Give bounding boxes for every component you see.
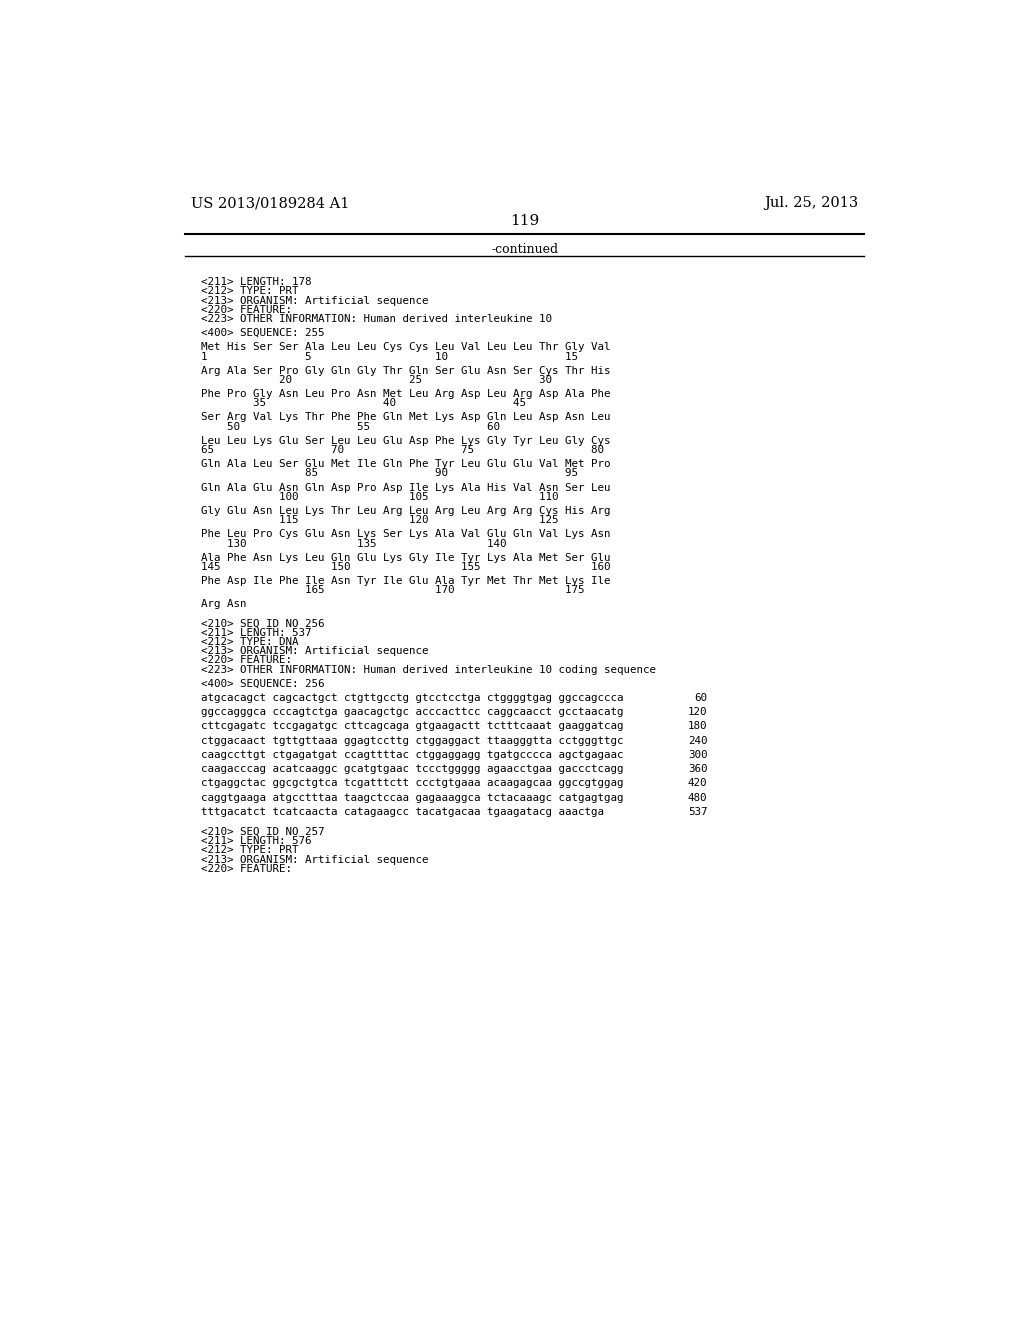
Text: 360: 360 — [688, 764, 708, 774]
Text: 180: 180 — [688, 722, 708, 731]
Text: Ala Phe Asn Lys Leu Gln Glu Lys Gly Ile Tyr Lys Ala Met Ser Glu: Ala Phe Asn Lys Leu Gln Glu Lys Gly Ile … — [201, 553, 610, 562]
Text: <213> ORGANISM: Artificial sequence: <213> ORGANISM: Artificial sequence — [201, 854, 428, 865]
Text: Gly Glu Asn Leu Lys Thr Leu Arg Leu Arg Leu Arg Arg Cys His Arg: Gly Glu Asn Leu Lys Thr Leu Arg Leu Arg … — [201, 506, 610, 516]
Text: <211> LENGTH: 178: <211> LENGTH: 178 — [201, 277, 311, 288]
Text: US 2013/0189284 A1: US 2013/0189284 A1 — [191, 195, 350, 210]
Text: ctgaggctac ggcgctgtca tcgatttctt ccctgtgaaa acaagagcaa ggccgtggag: ctgaggctac ggcgctgtca tcgatttctt ccctgtg… — [201, 779, 624, 788]
Text: 35                  40                  45: 35 40 45 — [201, 399, 526, 408]
Text: 145                 150                 155                 160: 145 150 155 160 — [201, 562, 610, 572]
Text: cttcgagatc tccgagatgc cttcagcaga gtgaagactt tctttcaaat gaaggatcag: cttcgagatc tccgagatgc cttcagcaga gtgaaga… — [201, 722, 624, 731]
Text: Gln Ala Leu Ser Glu Met Ile Gln Phe Tyr Leu Glu Glu Val Met Pro: Gln Ala Leu Ser Glu Met Ile Gln Phe Tyr … — [201, 459, 610, 469]
Text: 300: 300 — [688, 750, 708, 760]
Text: <212> TYPE: PRT: <212> TYPE: PRT — [201, 286, 299, 297]
Text: 537: 537 — [688, 807, 708, 817]
Text: 65                  70                  75                  80: 65 70 75 80 — [201, 445, 604, 455]
Text: ctggacaact tgttgttaaa ggagtccttg ctggaggact ttaagggtta cctgggttgc: ctggacaact tgttgttaaa ggagtccttg ctggagg… — [201, 735, 624, 746]
Text: Arg Ala Ser Pro Gly Gln Gly Thr Gln Ser Glu Asn Ser Cys Thr His: Arg Ala Ser Pro Gly Gln Gly Thr Gln Ser … — [201, 366, 610, 376]
Text: 480: 480 — [688, 792, 708, 803]
Text: Jul. 25, 2013: Jul. 25, 2013 — [764, 195, 858, 210]
Text: 1               5                   10                  15: 1 5 10 15 — [201, 351, 578, 362]
Text: caggtgaaga atgcctttaa taagctccaa gagaaaggca tctacaaagc catgagtgag: caggtgaaga atgcctttaa taagctccaa gagaaag… — [201, 792, 624, 803]
Text: 85                  90                  95: 85 90 95 — [201, 469, 578, 478]
Text: <210> SEQ ID NO 256: <210> SEQ ID NO 256 — [201, 619, 325, 628]
Text: <212> TYPE: DNA: <212> TYPE: DNA — [201, 638, 299, 647]
Text: <213> ORGANISM: Artificial sequence: <213> ORGANISM: Artificial sequence — [201, 647, 428, 656]
Text: Phe Pro Gly Asn Leu Pro Asn Met Leu Arg Asp Leu Arg Asp Ala Phe: Phe Pro Gly Asn Leu Pro Asn Met Leu Arg … — [201, 389, 610, 399]
Text: Phe Asp Ile Phe Ile Asn Tyr Ile Glu Ala Tyr Met Thr Met Lys Ile: Phe Asp Ile Phe Ile Asn Tyr Ile Glu Ala … — [201, 576, 610, 586]
Text: 420: 420 — [688, 779, 708, 788]
Text: 119: 119 — [510, 214, 540, 228]
Text: <213> ORGANISM: Artificial sequence: <213> ORGANISM: Artificial sequence — [201, 296, 428, 306]
Text: 60: 60 — [694, 693, 708, 704]
Text: 240: 240 — [688, 735, 708, 746]
Text: <220> FEATURE:: <220> FEATURE: — [201, 305, 292, 314]
Text: ggccagggca cccagtctga gaacagctgc acccacttcc caggcaacct gcctaacatg: ggccagggca cccagtctga gaacagctgc acccact… — [201, 708, 624, 717]
Text: <400> SEQUENCE: 256: <400> SEQUENCE: 256 — [201, 678, 325, 689]
Text: atgcacagct cagcactgct ctgttgcctg gtcctcctga ctggggtgag ggccagccca: atgcacagct cagcactgct ctgttgcctg gtcctcc… — [201, 693, 624, 704]
Text: <223> OTHER INFORMATION: Human derived interleukine 10 coding sequence: <223> OTHER INFORMATION: Human derived i… — [201, 664, 656, 675]
Text: Ser Arg Val Lys Thr Phe Phe Gln Met Lys Asp Gln Leu Asp Asn Leu: Ser Arg Val Lys Thr Phe Phe Gln Met Lys … — [201, 412, 610, 422]
Text: <210> SEQ ID NO 257: <210> SEQ ID NO 257 — [201, 828, 325, 837]
Text: 115                 120                 125: 115 120 125 — [201, 515, 558, 525]
Text: <220> FEATURE:: <220> FEATURE: — [201, 863, 292, 874]
Text: 50                  55                  60: 50 55 60 — [201, 421, 500, 432]
Text: Gln Ala Glu Asn Gln Asp Pro Asp Ile Lys Ala His Val Asn Ser Leu: Gln Ala Glu Asn Gln Asp Pro Asp Ile Lys … — [201, 483, 610, 492]
Text: Met His Ser Ser Ala Leu Leu Cys Cys Leu Val Leu Leu Thr Gly Val: Met His Ser Ser Ala Leu Leu Cys Cys Leu … — [201, 342, 610, 352]
Text: <220> FEATURE:: <220> FEATURE: — [201, 656, 292, 665]
Text: <212> TYPE: PRT: <212> TYPE: PRT — [201, 846, 299, 855]
Text: 130                 135                 140: 130 135 140 — [201, 539, 507, 549]
Text: 165                 170                 175: 165 170 175 — [201, 585, 585, 595]
Text: -continued: -continued — [492, 243, 558, 256]
Text: <223> OTHER INFORMATION: Human derived interleukine 10: <223> OTHER INFORMATION: Human derived i… — [201, 314, 552, 323]
Text: Leu Leu Lys Glu Ser Leu Leu Glu Asp Phe Lys Gly Tyr Leu Gly Cys: Leu Leu Lys Glu Ser Leu Leu Glu Asp Phe … — [201, 436, 610, 446]
Text: caagccttgt ctgagatgat ccagttttac ctggaggagg tgatgcccca agctgagaac: caagccttgt ctgagatgat ccagttttac ctggagg… — [201, 750, 624, 760]
Text: 100                 105                 110: 100 105 110 — [201, 492, 558, 502]
Text: <211> LENGTH: 576: <211> LENGTH: 576 — [201, 837, 311, 846]
Text: Phe Leu Pro Cys Glu Asn Lys Ser Lys Ala Val Glu Gln Val Lys Asn: Phe Leu Pro Cys Glu Asn Lys Ser Lys Ala … — [201, 529, 610, 540]
Text: <211> LENGTH: 537: <211> LENGTH: 537 — [201, 628, 311, 638]
Text: caagacccag acatcaaggc gcatgtgaac tccctggggg agaacctgaa gaccctcagg: caagacccag acatcaaggc gcatgtgaac tccctgg… — [201, 764, 624, 774]
Text: 120: 120 — [688, 708, 708, 717]
Text: <400> SEQUENCE: 255: <400> SEQUENCE: 255 — [201, 329, 325, 338]
Text: tttgacatct tcatcaacta catagaagcc tacatgacaa tgaagatacg aaactga: tttgacatct tcatcaacta catagaagcc tacatga… — [201, 807, 604, 817]
Text: 20                  25                  30: 20 25 30 — [201, 375, 552, 385]
Text: Arg Asn: Arg Asn — [201, 598, 247, 609]
